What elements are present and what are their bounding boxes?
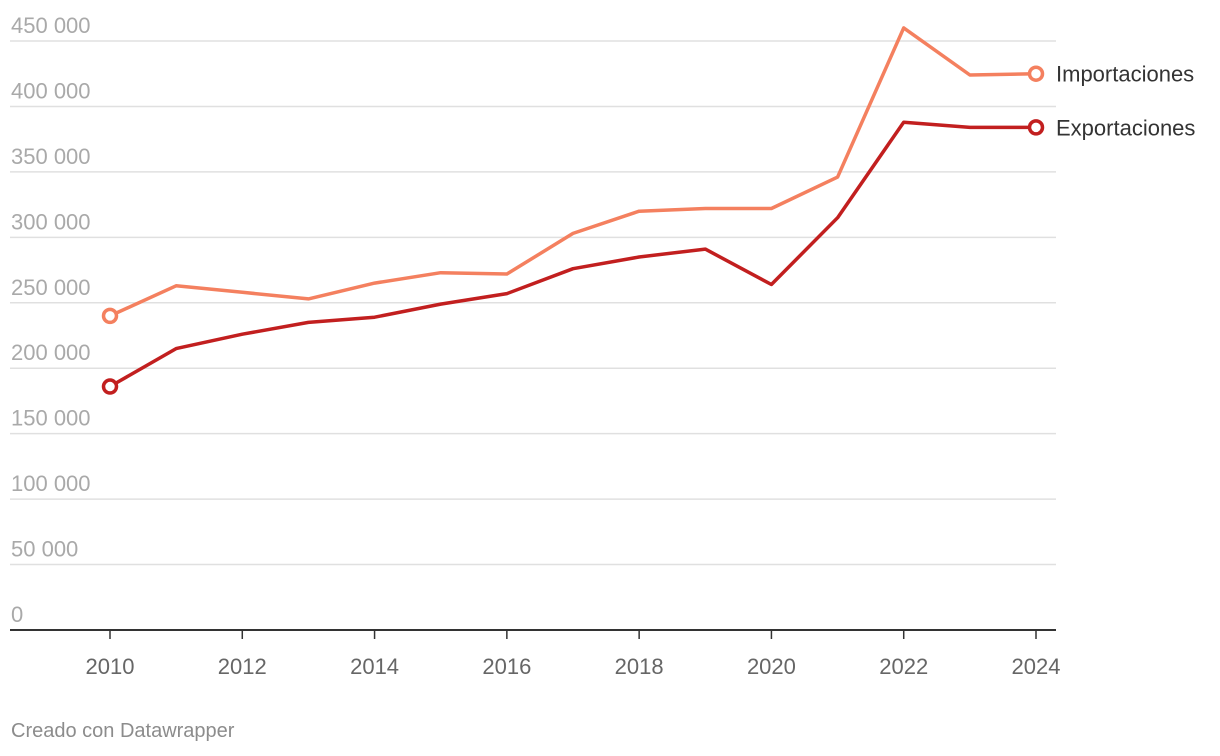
x-tick-label: 2024 (1012, 654, 1061, 679)
x-tick-label: 2012 (218, 654, 267, 679)
y-tick-label: 350 000 (11, 144, 91, 169)
series-start-point (101, 307, 119, 325)
series-end-point (1027, 119, 1045, 136)
y-tick-label: 250 000 (11, 275, 91, 300)
y-tick-label: 200 000 (11, 340, 91, 365)
x-tick-label: 2014 (350, 654, 399, 679)
x-axis: 2010 2012 2014 2016 2018 2020 2022 2024 (10, 629, 1061, 679)
legend-label: Exportaciones (1056, 115, 1195, 140)
legend-label: Importaciones (1056, 62, 1194, 87)
x-tick-label: 2016 (482, 654, 531, 679)
y-tick-label: 450 000 (11, 13, 91, 38)
gridlines (10, 40, 1056, 566)
y-tick-label: 50 000 (11, 537, 78, 562)
x-tick-label: 2022 (879, 654, 928, 679)
y-tick-label: 300 000 (11, 209, 91, 234)
series-line (108, 26, 1038, 318)
series-lines (101, 26, 1045, 395)
y-tick-label: 400 000 (11, 78, 91, 103)
series-start-point (101, 378, 119, 395)
y-tick-label: 150 000 (11, 406, 91, 431)
y-tick-label: 100 000 (11, 471, 91, 496)
y-axis-tick-labels: 0 50 000 100 000 150 000 200 000 250 000 300 0… (11, 13, 91, 627)
series-end-point (1027, 65, 1045, 82)
footer-credit: Creado con Datawrapper (11, 720, 235, 742)
x-tick-label: 2020 (747, 654, 796, 679)
y-tick-label: 0 (11, 602, 23, 627)
x-tick-label: 2018 (615, 654, 664, 679)
series-line (108, 120, 1038, 389)
legend: Importaciones Exportaciones (1056, 62, 1195, 141)
x-tick-label: 2010 (86, 654, 135, 679)
